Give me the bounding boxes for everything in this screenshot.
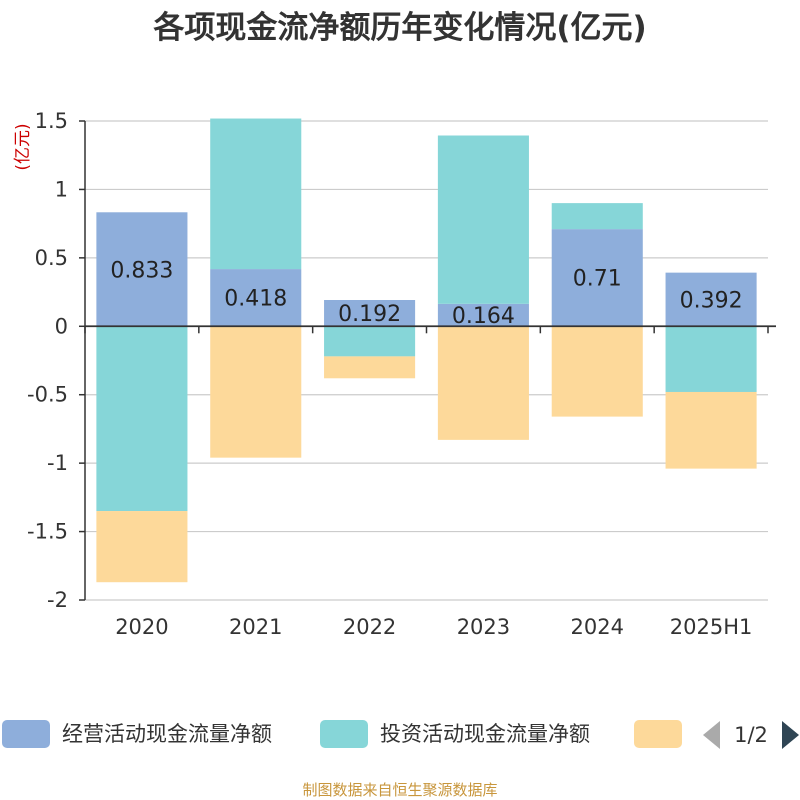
bar-series-2-2022[interactable] xyxy=(324,356,416,379)
data-label-2021: 0.418 xyxy=(224,287,287,312)
legend-swatch-operating xyxy=(2,720,50,748)
bar-series-1-2023[interactable] xyxy=(437,135,529,304)
legend-item-investing[interactable]: 投资活动现金流量净额 xyxy=(320,720,590,748)
x-tick-label: 2025H1 xyxy=(670,615,753,639)
grid xyxy=(85,120,768,601)
data-label-2024: 0.71 xyxy=(573,267,622,292)
data-label-2023: 0.164 xyxy=(452,304,515,329)
y-tick-label: 1 xyxy=(55,177,68,201)
data-labels: 0.833 0.418 0.192 0.164 0.71 0.392 xyxy=(110,258,742,329)
bar-series-0-2021[interactable] xyxy=(210,269,302,327)
bar-series-1-2021[interactable] xyxy=(210,118,302,270)
data-source: 制图数据来自恒生聚源数据库 xyxy=(302,781,497,799)
bar-series-0-2024[interactable] xyxy=(551,229,643,327)
x-tick-label: 2022 xyxy=(343,615,396,639)
legend-page-indicator: 1/2 xyxy=(734,723,768,747)
data-label-2022: 0.192 xyxy=(338,302,401,327)
bar-series-0-2023[interactable] xyxy=(437,303,529,327)
x-tick-label: 2021 xyxy=(229,615,282,639)
bar-series-2-2024[interactable] xyxy=(551,326,643,417)
bar-series-1-2024[interactable] xyxy=(551,203,643,230)
y-tick-label: 0 xyxy=(55,314,68,338)
y-tick-label: 0.5 xyxy=(35,246,68,270)
legend-next-page-icon[interactable] xyxy=(782,721,799,749)
bars xyxy=(96,118,757,583)
legend-item-third[interactable] xyxy=(634,720,682,748)
legend-label-operating: 经营活动现金流量净额 xyxy=(62,722,272,746)
bar-series-1-2022[interactable] xyxy=(324,326,416,357)
data-label-2025H1: 0.392 xyxy=(680,288,743,313)
x-tick-label: 2020 xyxy=(115,615,168,639)
bar-series-2-2023[interactable] xyxy=(437,326,529,440)
bar-series-0-2020[interactable] xyxy=(96,212,188,327)
legend-swatch-third xyxy=(634,720,682,748)
bar-series-0-2022[interactable] xyxy=(324,300,416,327)
data-label-2020: 0.833 xyxy=(110,258,173,283)
y-tick-label: -0.5 xyxy=(27,383,68,407)
legend-label-investing: 投资活动现金流量净额 xyxy=(380,722,590,746)
x-tick-label: 2024 xyxy=(571,615,624,639)
x-tick-label: 2023 xyxy=(457,615,510,639)
chart-title: 各项现金流净额历年变化情况(亿元) xyxy=(152,10,646,46)
bar-series-1-2025H1[interactable] xyxy=(665,326,757,392)
bar-series-0-2025H1[interactable] xyxy=(665,272,757,327)
y-axis-unit: (亿元) xyxy=(13,123,33,170)
axes: 1.5 1 0.5 0 -0.5 -1 -1.5 -2 2020 2021 2022 2023 2024… xyxy=(27,109,776,639)
y-tick-label: -2 xyxy=(47,588,68,612)
y-tick-label: 1.5 xyxy=(35,109,68,133)
bar-series-2-2025H1[interactable] xyxy=(665,391,757,469)
legend-item-operating[interactable]: 经营活动现金流量净额 xyxy=(2,720,272,748)
y-tick-label: -1 xyxy=(47,451,68,475)
y-tick-label: -1.5 xyxy=(27,520,68,544)
legend-swatch-investing xyxy=(320,720,368,748)
legend-prev-page-icon[interactable] xyxy=(703,721,720,749)
bar-series-2-2020[interactable] xyxy=(96,511,188,583)
bar-series-1-2020[interactable] xyxy=(96,326,188,512)
legend: 经营活动现金流量净额 投资活动现金流量净额 1/2 xyxy=(2,720,799,749)
bar-series-2-2021[interactable] xyxy=(210,326,302,458)
